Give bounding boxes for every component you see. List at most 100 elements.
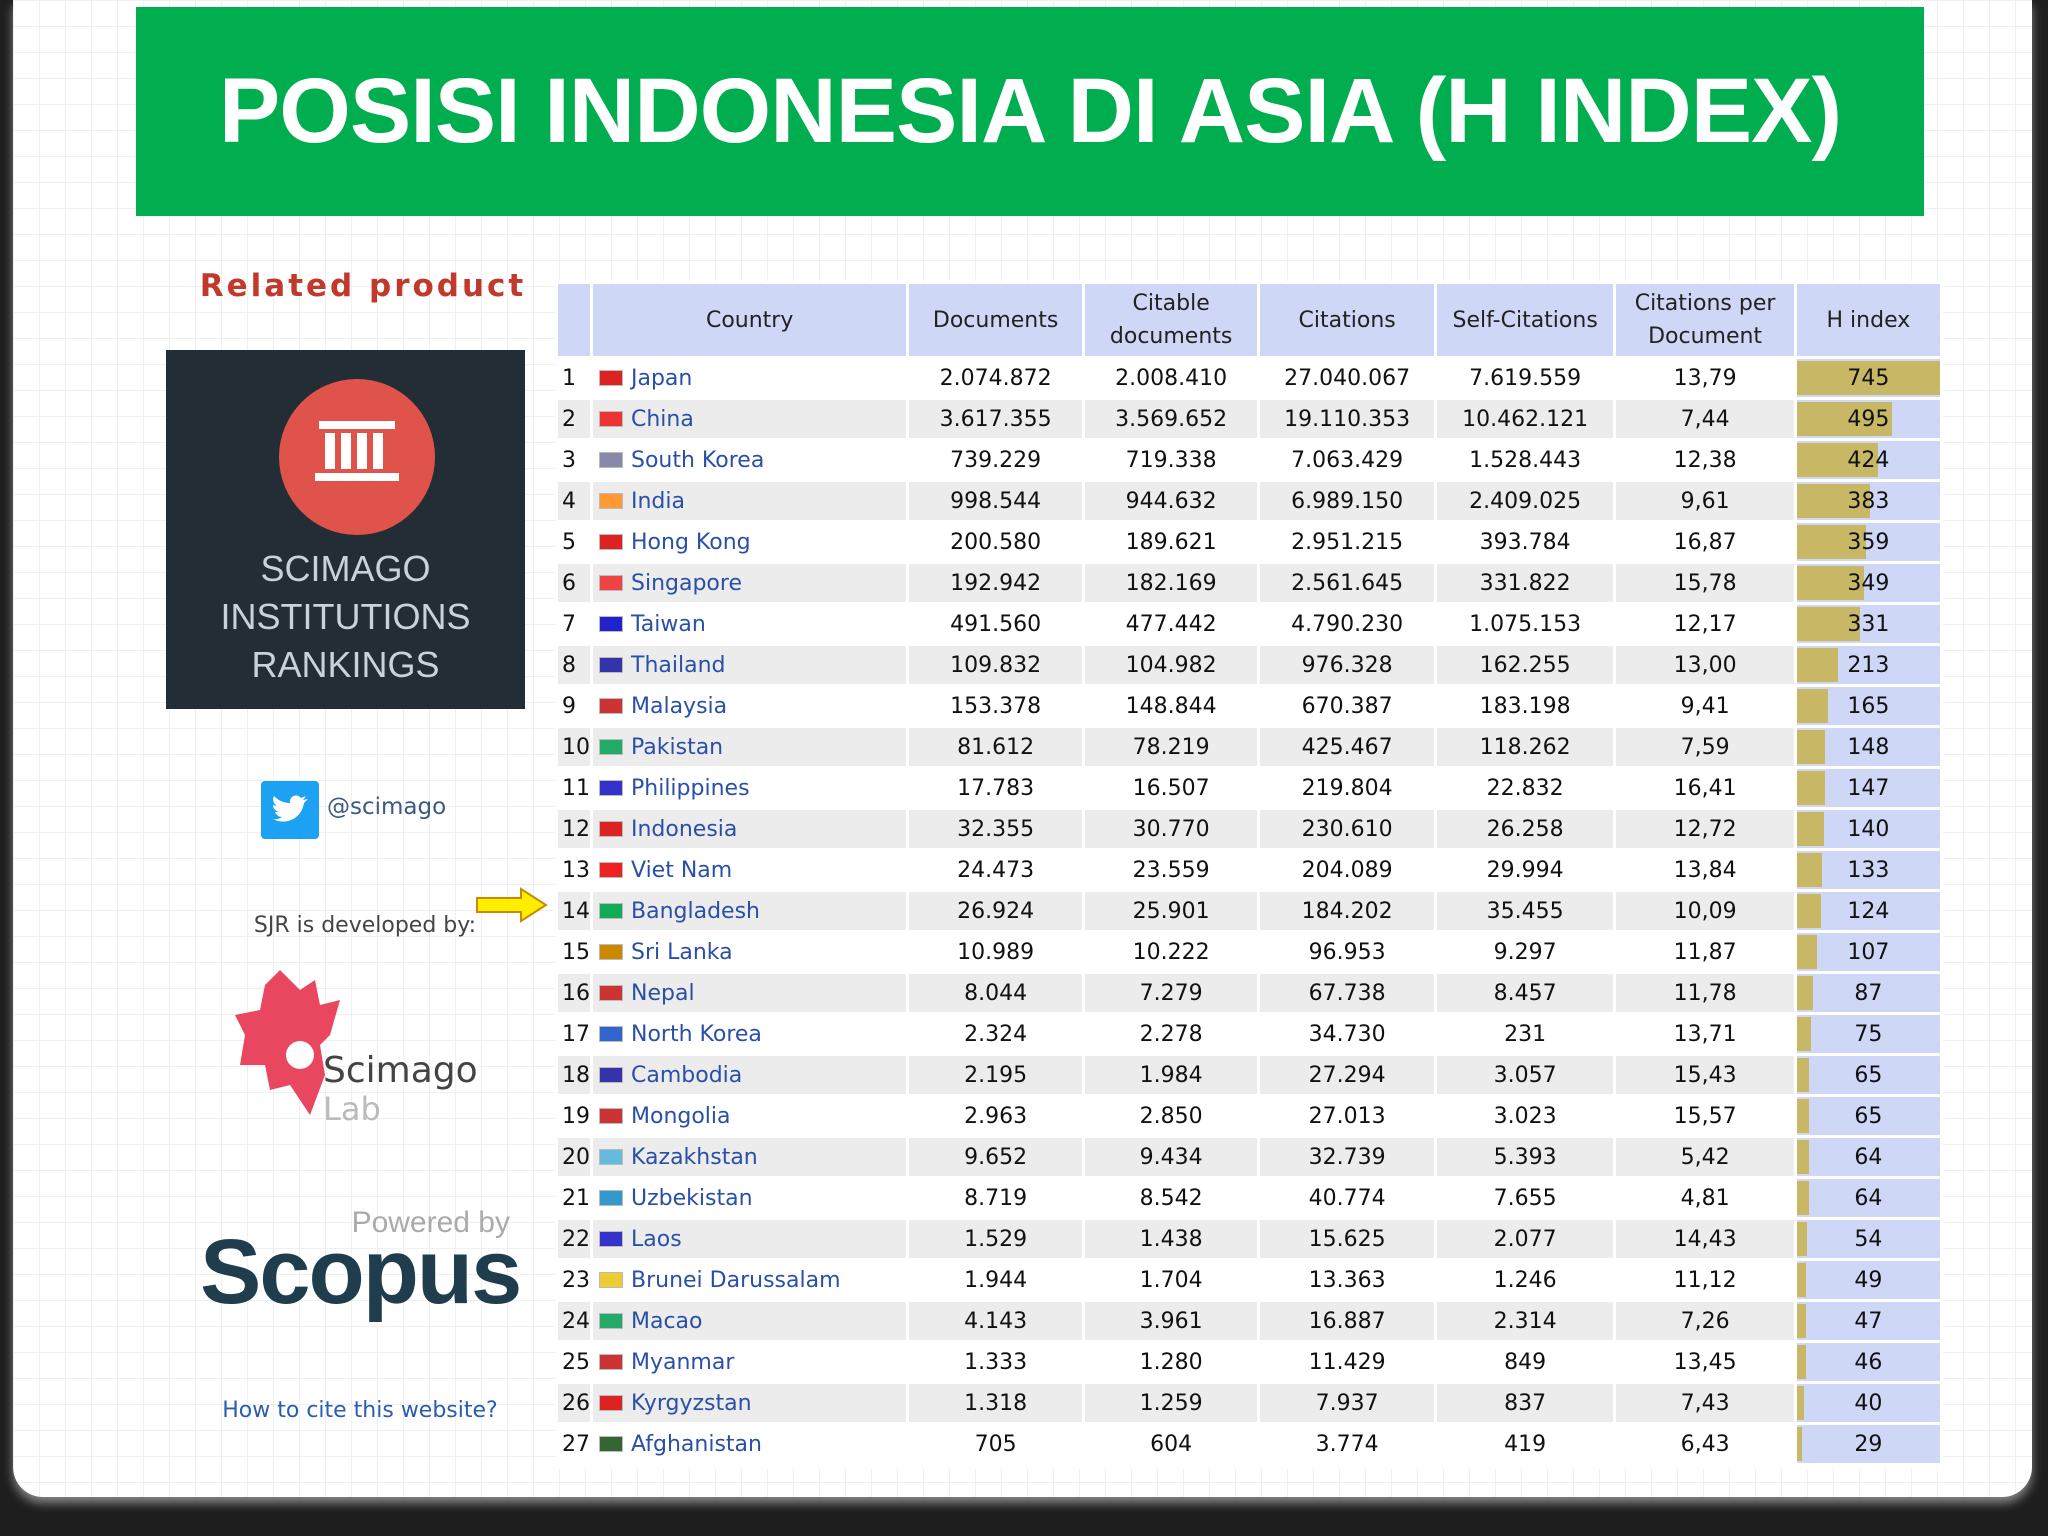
country-cell: Macao xyxy=(593,1302,907,1340)
country-name[interactable]: Sri Lanka xyxy=(631,939,733,965)
scopus-logo[interactable]: Scopus xyxy=(200,1221,522,1323)
ranking-table: Country Documents Citable documents Citatio… xyxy=(555,281,1943,1466)
country-name[interactable]: China xyxy=(631,406,694,432)
pointer-arrow xyxy=(476,887,548,923)
value-cell: 204.089 xyxy=(1260,851,1434,889)
table-row: 8 Thailand 109.832 104.982 976.328 162.255 13,… xyxy=(558,646,1940,684)
developed-by: SJR is developed by: xyxy=(253,913,477,938)
country-name[interactable]: Indonesia xyxy=(631,816,738,842)
value-cell: 81.612 xyxy=(909,728,1082,766)
country-cell: Thailand xyxy=(593,646,907,684)
country-name[interactable]: Malaysia xyxy=(631,693,728,719)
related-product: Related product xyxy=(199,268,527,304)
value-cell: 7,43 xyxy=(1616,1384,1794,1422)
rank-cell: 13 xyxy=(558,851,590,889)
table-row: 16 Nepal 8.044 7.279 67.738 8.457 11,78 87 xyxy=(558,974,1940,1012)
cite-link[interactable]: How to cite this website? xyxy=(222,1398,498,1423)
value-cell: 2.409.025 xyxy=(1436,482,1614,520)
flag xyxy=(599,1435,623,1452)
rank-cell: 22 xyxy=(558,1220,590,1258)
country-name[interactable]: India xyxy=(631,488,685,514)
flag xyxy=(599,1148,623,1165)
country-name[interactable]: Uzbekistan xyxy=(631,1185,753,1211)
country-cell: Philippines xyxy=(593,769,907,807)
country-name[interactable]: Afghanistan xyxy=(631,1431,762,1457)
country-cell: Myanmar xyxy=(593,1343,907,1381)
country-name[interactable]: Japan xyxy=(631,365,693,391)
country-cell: Kazakhstan xyxy=(593,1138,907,1176)
rank-cell: 15 xyxy=(558,933,590,971)
country-name[interactable]: Kazakhstan xyxy=(631,1144,758,1170)
country-name[interactable]: Hong Kong xyxy=(631,529,751,555)
value-cell: 1.333 xyxy=(909,1343,1082,1381)
h-index-value: 47 xyxy=(1854,1308,1883,1334)
country-cell: Japan xyxy=(593,359,907,397)
table-row: 5 Hong Kong 200.580 189.621 2.951.215 393.784… xyxy=(558,523,1940,561)
value-cell: 1.075.153 xyxy=(1436,605,1614,643)
value-cell: 998.544 xyxy=(909,482,1082,520)
h-index-cell: 54 xyxy=(1796,1220,1940,1258)
twitter-icon[interactable] xyxy=(261,781,319,839)
country-name[interactable]: North Korea xyxy=(631,1021,762,1047)
country-name[interactable]: Laos xyxy=(631,1226,682,1252)
table-row: 12 Indonesia 32.355 30.770 230.610 26.258 12,7… xyxy=(558,810,1940,848)
country-cell: Pakistan xyxy=(593,728,907,766)
value-cell: 670.387 xyxy=(1260,687,1434,725)
country-cell: Laos xyxy=(593,1220,907,1258)
value-cell: 7.063.429 xyxy=(1260,441,1434,479)
value-cell: 739.229 xyxy=(909,441,1082,479)
country-name[interactable]: Thailand xyxy=(631,652,726,678)
country-name[interactable]: Kyrgyzstan xyxy=(631,1390,752,1416)
country-name[interactable]: South Korea xyxy=(631,447,765,473)
value-cell: 10.222 xyxy=(1084,933,1258,971)
value-cell: 12,17 xyxy=(1616,605,1794,643)
country-name[interactable]: Taiwan xyxy=(631,611,706,637)
country-name[interactable]: Mongolia xyxy=(631,1103,731,1129)
value-cell: 2.963 xyxy=(909,1097,1082,1135)
value-cell: 8.542 xyxy=(1084,1179,1258,1217)
country-name[interactable]: Cambodia xyxy=(631,1062,743,1088)
country-name[interactable]: Singapore xyxy=(631,570,742,596)
country-name[interactable]: Brunei Darussalam xyxy=(631,1267,841,1293)
rank-cell: 5 xyxy=(558,523,590,561)
country-name[interactable]: Bangladesh xyxy=(631,898,760,924)
value-cell: 16.887 xyxy=(1260,1302,1434,1340)
table-row: 21 Uzbekistan 8.719 8.542 40.774 7.655 4,81 64 xyxy=(558,1179,1940,1217)
country-name[interactable]: Pakistan xyxy=(631,734,724,760)
flag xyxy=(599,1107,623,1124)
value-cell: 2.561.645 xyxy=(1260,564,1434,602)
country-cell: Afghanistan xyxy=(593,1425,907,1463)
country-name[interactable]: Nepal xyxy=(631,980,695,1006)
country-name[interactable]: Myanmar xyxy=(631,1349,735,1375)
value-cell: 3.057 xyxy=(1436,1056,1614,1094)
h-index-value: 65 xyxy=(1854,1103,1883,1129)
rank-cell: 27 xyxy=(558,1425,590,1463)
country-cell: Kyrgyzstan xyxy=(593,1384,907,1422)
value-cell: 78.219 xyxy=(1084,728,1258,766)
value-cell: 2.951.215 xyxy=(1260,523,1434,561)
country-name[interactable]: Philippines xyxy=(631,775,750,801)
flag xyxy=(599,369,623,386)
sir-logo[interactable]: SCIMAGO INSTITUTIONS RANKINGS xyxy=(166,350,525,709)
country-name[interactable]: Viet Nam xyxy=(631,857,733,883)
value-cell: 67.738 xyxy=(1260,974,1434,1012)
value-cell: 22.832 xyxy=(1436,769,1614,807)
h-index-value: 331 xyxy=(1847,611,1890,637)
flag xyxy=(599,656,623,673)
value-cell: 2.850 xyxy=(1084,1097,1258,1135)
value-cell: 15,57 xyxy=(1616,1097,1794,1135)
bird xyxy=(273,795,308,822)
country-cell: China xyxy=(593,400,907,438)
flag xyxy=(599,1066,623,1083)
h-index-bar xyxy=(1796,1017,1812,1051)
country-name[interactable]: Macao xyxy=(631,1308,703,1334)
table-row: 19 Mongolia 2.963 2.850 27.013 3.023 15,57 65 xyxy=(558,1097,1940,1135)
twitter-handle[interactable]: @scimago xyxy=(327,794,447,820)
country-cell: North Korea xyxy=(593,1015,907,1053)
value-cell: 27.013 xyxy=(1260,1097,1434,1135)
value-cell: 1.280 xyxy=(1084,1343,1258,1381)
rank-cell: 16 xyxy=(558,974,590,1012)
rank-cell: 23 xyxy=(558,1261,590,1299)
h-index-bar xyxy=(1796,1222,1808,1256)
table-row: 13 Viet Nam 24.473 23.559 204.089 29.994 13,84… xyxy=(558,851,1940,889)
